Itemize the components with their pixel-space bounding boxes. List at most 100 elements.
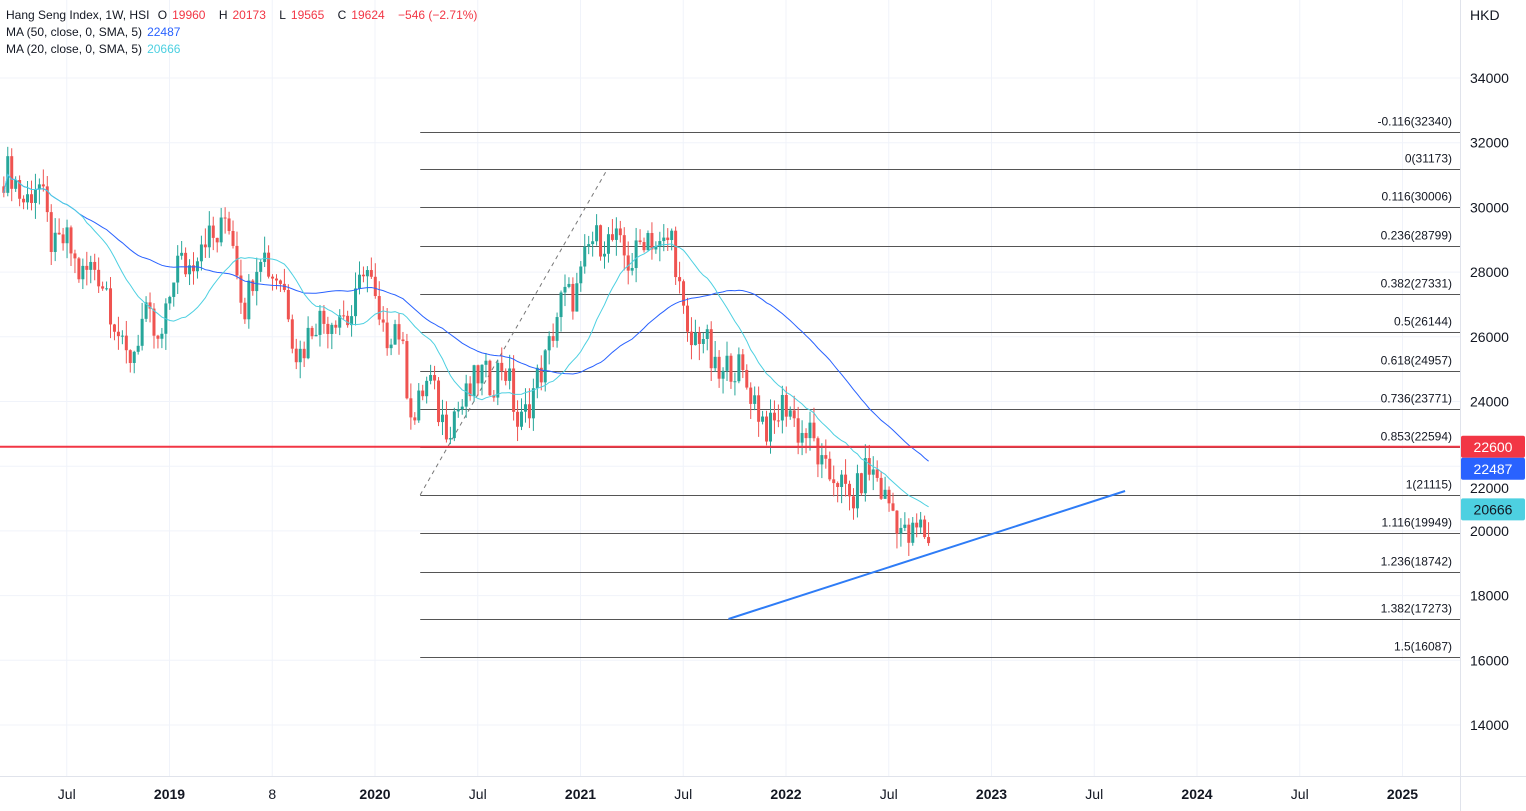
candle-body [666,237,670,241]
candle-body [318,310,322,335]
candle-body [848,483,852,497]
candle-body [235,245,239,276]
ma20-value: 20666 [147,42,181,56]
time-tick-label: 2023 [976,786,1007,802]
candle-body [504,370,508,381]
candle-body [808,422,812,439]
candle-body [638,240,642,243]
price-tick-label: 18000 [1470,588,1509,604]
candle-body [136,345,140,352]
candle-body [575,283,579,312]
candle-body [393,324,397,345]
candle-body [294,348,298,363]
candle-body [433,375,437,381]
candle-body [365,270,369,277]
candle-body [310,327,314,337]
time-tick-label: Jul [674,786,692,802]
candle-body [761,416,765,422]
close-label: C [337,8,347,22]
candle-body [567,283,571,287]
candle-body [816,438,820,465]
fib-level-label: 1.236(18742) [1381,555,1452,569]
candle-body [606,234,610,254]
candle-body [587,244,591,247]
price-label-text: 22487 [1474,461,1513,477]
candle-body [306,327,310,359]
candle-body [176,255,180,283]
candle-body [812,422,816,439]
candle-body [41,184,45,187]
candle-body [120,335,124,337]
candle-body [836,483,840,488]
candle-body [207,225,211,248]
candle-body [468,383,472,397]
open-label: O [157,8,168,22]
candle-body [646,233,650,251]
candle-body [768,412,772,442]
candle-body [152,308,156,336]
candle-body [535,367,539,389]
ma50-label: MA (50, close, 0, SMA, 5) [6,25,143,39]
candle-body [879,477,883,499]
fib-level-label: 0.853(22594) [1381,430,1452,444]
close-value: 19624 [351,8,385,22]
candle-body [342,315,346,317]
candle-body [701,339,705,344]
currency-label: HKD [1470,7,1500,23]
candle-body [741,354,745,370]
candle-body [820,455,824,465]
candle-body [610,234,614,240]
ma50-value: 22487 [147,25,181,39]
candle-body [508,368,512,381]
candle-body [401,339,405,342]
candle-body [654,246,658,250]
candle-body [148,302,152,309]
candle-body [516,411,520,427]
candle-body [57,232,61,235]
time-tick-label: 2024 [1181,786,1212,802]
candle-body [314,334,318,337]
candle-body [274,278,278,281]
candle-body [33,189,37,203]
candle-body [563,286,567,293]
candle-body [464,383,468,407]
candle-body [267,252,271,277]
candle-body [591,241,595,245]
ma20-legend[interactable]: MA (20, close, 0, SMA, 5) 20666 [6,41,482,58]
candle-body [73,253,77,259]
candle-body [729,355,733,382]
price-tick-label: 28000 [1470,264,1509,280]
candle-body [440,414,444,423]
candle-body [927,537,931,544]
candle-body [630,268,634,271]
candle-body [737,354,741,382]
candle-body [757,395,761,422]
candle-body [302,348,306,359]
fib-level-label: 1(21115) [1406,478,1452,492]
candle-body [97,269,101,287]
candle-body [492,395,496,398]
candle-body [350,316,354,326]
candle-body [247,280,251,320]
candle-body [65,227,69,244]
candle-body [124,335,128,351]
candle-body [484,360,488,365]
candle-body [346,315,350,326]
time-tick-label: Jul [1085,786,1103,802]
candle-body [421,390,425,397]
ma50-legend[interactable]: MA (50, close, 0, SMA, 5) 22487 [6,24,482,41]
candle-body [523,404,527,412]
candle-body [409,398,413,418]
candle-body [571,283,575,312]
candle-body [330,324,334,334]
candle-body [923,519,927,538]
candle-body [618,228,622,236]
candle-body [192,265,196,272]
candle-body [45,186,49,213]
candle-body [227,218,231,231]
candle-body [77,258,81,280]
candle-body [488,360,492,396]
candle-body [903,524,907,528]
candle-body [804,432,808,439]
